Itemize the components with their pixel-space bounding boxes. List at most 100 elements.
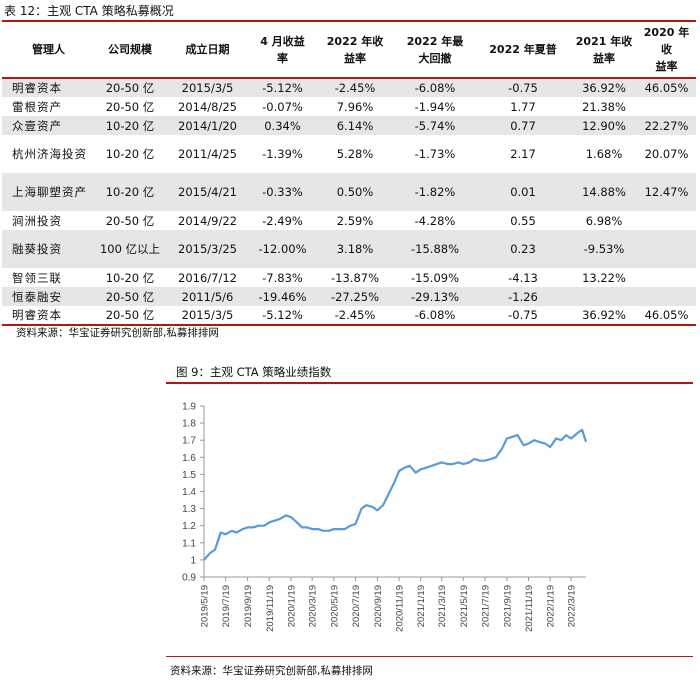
table-container: 管理人 公司规模 成立日期 4 月收益率 2022 年收益率 2022 年最 大回撤 2022… [2,20,696,326]
table-cell: 21.38% [582,99,626,114]
column-header: 管理人 [2,21,95,78]
table-cell [637,97,696,116]
x-tick-label: 2022/3/19 [567,585,578,627]
x-tick-label: 2020/5/19 [329,585,340,627]
table-cell [637,268,696,287]
x-tick-label: 2022/1/19 [546,585,557,627]
column-header-line: 益率 [655,60,678,73]
table-cell: 100 亿以上 [99,242,161,256]
table-cell: 12.90% [582,118,626,133]
table-cell: 0.01 [510,185,536,199]
y-tick-label: 1.6 [182,453,196,464]
y-tick-label: 1.9 [182,402,196,413]
table-cell: 2014/9/22 [178,213,237,228]
y-tick-label: 1.3 [182,504,196,515]
table-cell: 0.77 [510,118,536,133]
table-cell: 2014/8/25 [178,99,237,114]
table-cell: -13.87% [331,270,379,285]
table-cell: -7.83% [262,270,303,285]
table-cell: -5.12% [262,81,303,95]
table-cell: -9.53% [583,242,625,256]
x-tick-label: 2021/1/19 [416,585,427,627]
chart-container: 0.9 1 1.1 1.2 1.3 1.4 1.5 1.6 1.7 1.8 1.9 2019/5/19… [166,384,693,654]
table-cell: -4.13 [508,270,538,285]
column-header: 2022 年夏普 [475,21,571,78]
x-tick-label: 2019/11/19 [265,585,276,632]
column-header-line: 成立日期 [185,43,230,56]
table-cell: 20-50 亿 [105,81,155,95]
table-row: 杭州济海投资 10-20 亿 2011/4/25 -1.39% 5.28% -1.73% 2… [2,135,696,173]
table-cell: -0.75 [508,81,538,95]
table-cell: 20-50 亿 [105,213,155,228]
table-cell: 20.07% [644,147,689,161]
table-cell: -0.07% [262,99,303,114]
table-row: 众壹资产 10-20 亿 2014/1/20 0.34% 6.14% -5.74% 0.77… [2,116,696,135]
column-header: 成立日期 [165,21,250,78]
table-cell: 2014/1/20 [178,118,237,133]
table-cell: 2015/3/25 [178,242,237,256]
x-tick-label: 2020/9/19 [373,585,384,627]
table-source: 资料来源：华宝证券研究创新部,私募排排网 [16,327,219,339]
table-cell: 0.34% [264,118,301,133]
table-cell: 20-50 亿 [105,308,155,322]
table-cell: 46.05% [644,81,689,95]
table-cell: -12.00% [258,242,307,256]
table-cell: 2.59% [336,213,374,228]
table-cell: -6.08% [414,308,456,322]
column-header: 4 月收益率 [250,21,315,78]
y-tick-label: 1.8 [182,419,196,430]
table-cell: -5.74% [414,118,456,133]
y-tick-label: 1 [190,555,196,566]
column-header-line: 率 [277,51,288,65]
table-cell: 6.98% [585,213,623,228]
column-header-line: 2022 年收 [326,34,384,48]
table-body: 明睿资本 20-50 亿 2015/3/5 -5.12% -2.45% -6.08% -0.… [2,78,696,325]
table-cell: -2.49% [262,213,303,228]
table-cell: 3.18% [336,242,374,256]
table-cell: 36.92% [582,81,626,95]
table-cell: 2011/4/25 [178,147,237,161]
table-row: 涧洲投资 20-50 亿 2014/9/22 -2.49% 2.59% -4.28% 0.5… [2,211,696,230]
table-row: 上海聊塑资产 10-20 亿 2015/4/21 -0.33% 0.50% -1.82% 0… [2,173,696,211]
column-header: 公司规模 [95,21,165,78]
table-cell: 7.96% [336,99,374,114]
figure-title-bar: 图 9：主观 CTA 策略业绩指数 [166,362,693,384]
table-cell: 2016/7/12 [178,270,237,285]
column-header: 2022 年最 大回撤 [395,21,475,78]
manager-cell: 上海聊塑资产 [12,185,87,199]
table-cell: -15.88% [411,242,459,256]
manager-cell: 涧洲投资 [12,213,62,228]
x-tick-label: 2020/7/19 [351,585,362,627]
y-tick-label: 0.9 [182,573,196,584]
table-cell: -5.12% [262,308,303,322]
manager-cell: 融葵投资 [12,242,62,256]
x-tick-label: 2021/5/19 [459,585,470,627]
figure-title: 图 9：主观 CTA 策略业绩指数 [176,365,332,379]
cta-table: 管理人 公司规模 成立日期 4 月收益率 2022 年收益率 2022 年最 大回撤 2022… [2,20,696,326]
y-tick-label: 1.7 [182,436,196,447]
manager-cell: 雷根资产 [12,99,62,114]
table-cell: -1.73% [414,147,456,161]
x-tick-label: 2021/3/19 [437,585,448,627]
table-cell [637,211,696,230]
column-header-line: 大回撤 [418,51,452,65]
table-cell: 12.47% [644,185,689,199]
table-cell: -0.33% [262,185,303,199]
table-cell: 2015/4/21 [178,185,237,199]
table-cell: 2015/3/5 [181,308,234,322]
table-cell: 13.22% [582,270,626,285]
table-cell: -0.75 [508,308,538,322]
column-header-line: 2021 年收 [575,34,633,48]
table-cell: 22.27% [644,118,689,133]
manager-cell: 明睿资本 [12,81,62,95]
table-cell: 14.88% [582,185,626,199]
table-cell: 20-50 亿 [105,99,155,114]
table-cell: 2011/5/6 [181,289,234,304]
table-row: 恒泰融安 20-50 亿 2011/5/6 -19.46% -27.25% -29.13%… [2,287,696,306]
column-header-line: 4 月收益 [260,34,305,48]
table-cell: -4.28% [414,213,456,228]
table-cell: -6.08% [414,81,456,95]
table-cell: 0.50% [336,185,374,199]
column-header: 2021 年收 益率 [571,21,637,78]
manager-cell: 智领三联 [12,270,62,285]
